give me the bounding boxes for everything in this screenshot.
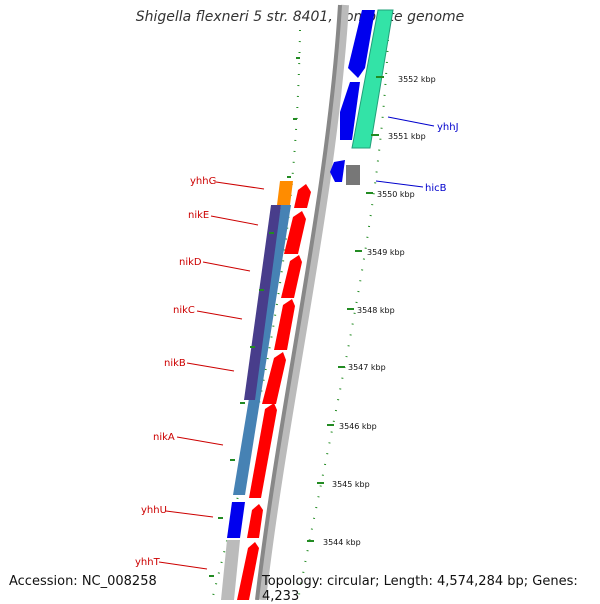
- blue-cds-yhhU: [227, 502, 245, 538]
- operon-light-band: [233, 205, 291, 495]
- red-cds-yhhT: [237, 542, 259, 600]
- gene-name: nikC: [173, 305, 195, 316]
- red-cds-nikC: [274, 299, 295, 350]
- gene-label-yhhJ[interactable]: yhhJ: [387, 116, 459, 133]
- tick-label: 3544 kbp: [323, 538, 361, 547]
- red-cds-nikA: [249, 403, 277, 498]
- label-leader: [176, 436, 224, 446]
- gene-name: yhhU: [141, 505, 167, 516]
- red-cds-nikE: [284, 211, 306, 254]
- gene-name: nikE: [188, 210, 209, 221]
- tick-label: 3546 kbp: [339, 422, 377, 431]
- reverse-cds-yhhJ: [340, 82, 360, 140]
- tick-label: 3545 kbp: [332, 480, 370, 489]
- gray-cds-yhhT: [221, 540, 240, 600]
- red-cds-nikB: [262, 352, 286, 404]
- gene-yhhG-bar: [277, 181, 293, 205]
- accession-text: Accession: NC_008258: [9, 574, 157, 589]
- tick-label: 3552 kbp: [398, 75, 436, 84]
- gene-name: yhhJ: [437, 122, 459, 133]
- reverse-cds-top: [348, 10, 375, 78]
- gene-name: nikA: [153, 432, 175, 443]
- scale-ticks: 3552 kbp 3551 kbp 3550 kbp 3549 kbp 3548…: [307, 75, 436, 547]
- tick-label: 3550 kbp: [377, 190, 415, 199]
- label-leader: [375, 180, 424, 188]
- gene-name: yhhT: [135, 557, 161, 568]
- gene-label-nikA[interactable]: nikA: [153, 432, 224, 446]
- gene-label-nikC[interactable]: nikC: [173, 305, 243, 320]
- reverse-cds-hicB: [330, 160, 345, 182]
- backbone: [255, 4, 342, 600]
- label-leader: [196, 310, 243, 320]
- backbone-shadow: [258, 4, 349, 600]
- label-leader: [210, 215, 259, 226]
- gene-label-yhhU[interactable]: yhhU: [141, 505, 214, 518]
- tick-label: 3549 kbp: [367, 248, 405, 257]
- gene-label-yhhT[interactable]: yhhT: [135, 557, 208, 570]
- gene-name: yhhG: [190, 176, 216, 187]
- gene-name: hicB: [425, 183, 447, 194]
- gene-label-yhhG[interactable]: yhhG: [190, 176, 265, 190]
- operon-dark-band: [244, 205, 281, 400]
- tick-label: 3551 kbp: [388, 132, 426, 141]
- label-leader: [165, 510, 214, 518]
- red-cds-yhhG: [294, 184, 311, 208]
- label-leader: [186, 362, 235, 372]
- label-leader: [387, 116, 435, 127]
- inner-guide-ticks: [209, 57, 300, 577]
- gene-label-nikD[interactable]: nikD: [179, 257, 251, 272]
- tick-label: 3547 kbp: [348, 363, 386, 372]
- gene-name: nikB: [164, 358, 186, 369]
- red-cds-nikD: [281, 255, 302, 298]
- teal-band: [351, 9, 394, 149]
- label-leader: [215, 181, 265, 190]
- tick-label: 3548 kbp: [357, 306, 395, 315]
- red-cds-yhhU: [247, 504, 263, 538]
- gene-label-nikB[interactable]: nikB: [164, 358, 235, 372]
- gray-feature: [346, 165, 360, 185]
- gene-label-hicB[interactable]: hicB: [375, 180, 447, 194]
- label-leader: [158, 561, 208, 570]
- gene-name: nikD: [179, 257, 202, 268]
- gene-label-nikE[interactable]: nikE: [188, 210, 259, 226]
- label-leader: [202, 261, 251, 272]
